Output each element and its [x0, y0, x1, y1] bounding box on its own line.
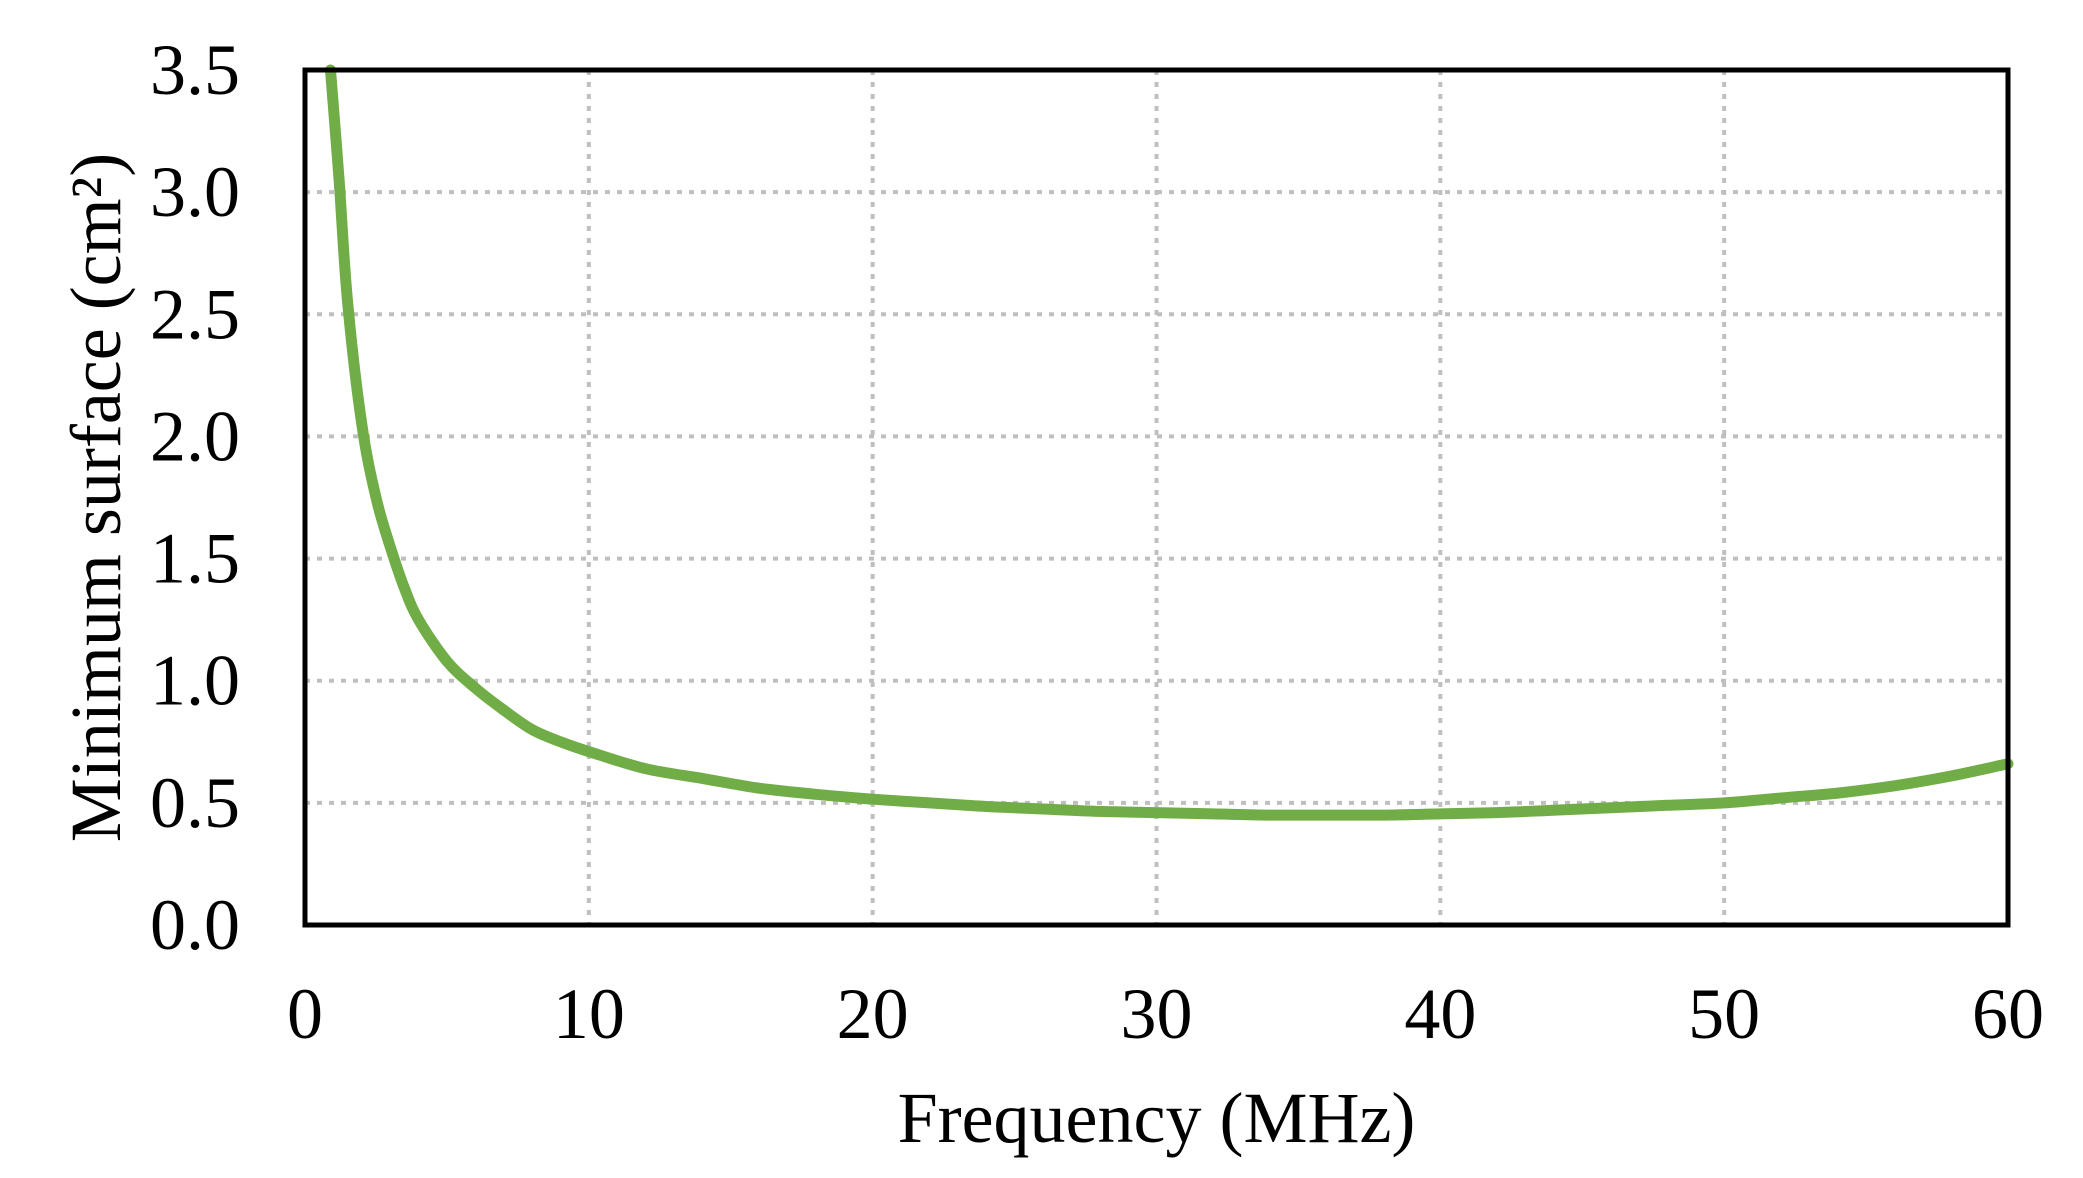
y-tick-label: 3.5 — [150, 30, 240, 110]
y-tick-label: 2.5 — [150, 274, 240, 354]
x-tick-label: 10 — [553, 974, 625, 1054]
plot-area — [302, 67, 2011, 928]
x-axis-ticks: 0 10 20 30 40 50 60 — [287, 974, 2044, 1054]
x-tick-label: 20 — [837, 974, 909, 1054]
y-axis-ticks: 0.0 0.5 1.0 1.5 2.0 2.5 3.0 3.5 — [150, 30, 240, 965]
y-tick-label: 1.5 — [150, 519, 240, 599]
x-tick-label: 0 — [287, 974, 323, 1054]
y-tick-label: 2.0 — [150, 396, 240, 476]
x-tick-label: 50 — [1688, 974, 1760, 1054]
x-axis-title: Frequency (MHz) — [898, 1078, 1416, 1158]
y-tick-label: 3.0 — [150, 152, 240, 232]
series-line — [325, 64, 2014, 821]
x-tick-label: 40 — [1404, 974, 1476, 1054]
y-tick-label: 1.0 — [150, 641, 240, 721]
y-tick-label: 0.5 — [150, 763, 240, 843]
x-tick-label: 60 — [1972, 974, 2044, 1054]
x-tick-label: 30 — [1121, 974, 1193, 1054]
y-axis-title: Minimum surface (cm²) — [56, 153, 136, 842]
y-tick-label: 0.0 — [150, 885, 240, 965]
